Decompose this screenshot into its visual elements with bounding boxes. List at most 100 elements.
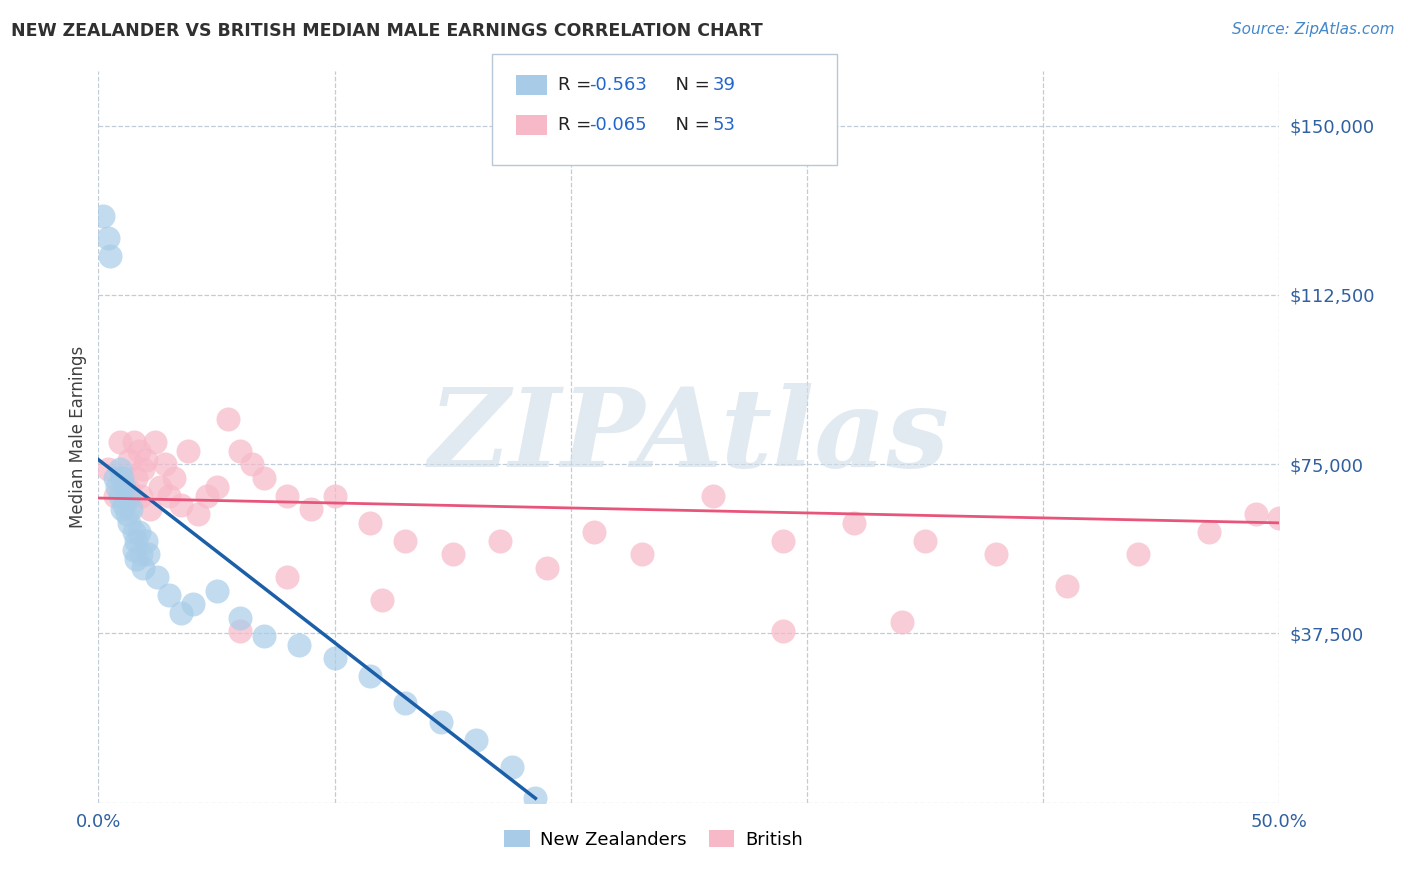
Text: -0.065: -0.065 xyxy=(589,116,647,134)
Point xyxy=(108,434,131,449)
Point xyxy=(91,209,114,223)
Point xyxy=(97,461,120,475)
Point xyxy=(501,760,523,774)
Point xyxy=(157,489,180,503)
Text: N =: N = xyxy=(664,76,716,94)
Point xyxy=(229,610,252,624)
Point xyxy=(276,489,298,503)
Point xyxy=(890,615,912,630)
Point xyxy=(465,732,488,747)
Point xyxy=(132,561,155,575)
Point xyxy=(1126,548,1149,562)
Point xyxy=(118,489,141,503)
Point xyxy=(359,669,381,683)
Point xyxy=(195,489,218,503)
Text: R =: R = xyxy=(558,76,598,94)
Point xyxy=(323,489,346,503)
Point xyxy=(122,524,145,539)
Point xyxy=(772,624,794,639)
Point xyxy=(359,516,381,530)
Text: NEW ZEALANDER VS BRITISH MEDIAN MALE EARNINGS CORRELATION CHART: NEW ZEALANDER VS BRITISH MEDIAN MALE EAR… xyxy=(11,22,763,40)
Point xyxy=(122,543,145,558)
Point xyxy=(111,471,134,485)
Point xyxy=(135,533,157,548)
Point xyxy=(229,443,252,458)
Point xyxy=(143,434,166,449)
Point xyxy=(121,489,143,503)
Text: R =: R = xyxy=(558,116,598,134)
Point xyxy=(104,471,127,485)
Point xyxy=(844,516,866,530)
Point xyxy=(299,502,322,516)
Point xyxy=(125,552,148,566)
Point xyxy=(181,597,204,611)
Text: 39: 39 xyxy=(713,76,735,94)
Point xyxy=(118,516,141,530)
Point xyxy=(1244,507,1267,521)
Point xyxy=(97,231,120,245)
Point xyxy=(489,533,512,548)
Point xyxy=(394,533,416,548)
Point xyxy=(1198,524,1220,539)
Text: Source: ZipAtlas.com: Source: ZipAtlas.com xyxy=(1232,22,1395,37)
Point xyxy=(253,629,276,643)
Point xyxy=(122,434,145,449)
Point xyxy=(984,548,1007,562)
Point xyxy=(240,457,263,471)
Point xyxy=(583,524,606,539)
Point xyxy=(115,480,138,494)
Y-axis label: Median Male Earnings: Median Male Earnings xyxy=(69,346,87,528)
Point xyxy=(914,533,936,548)
Point xyxy=(129,489,152,503)
Point xyxy=(112,498,135,512)
Point xyxy=(108,461,131,475)
Point xyxy=(1056,579,1078,593)
Point xyxy=(128,524,150,539)
Text: ZIPAtlas: ZIPAtlas xyxy=(429,384,949,491)
Point xyxy=(125,471,148,485)
Point xyxy=(139,502,162,516)
Point xyxy=(105,480,128,494)
Point xyxy=(394,697,416,711)
Point xyxy=(253,471,276,485)
Point xyxy=(118,452,141,467)
Point xyxy=(1268,511,1291,525)
Point xyxy=(702,489,724,503)
Point xyxy=(187,507,209,521)
Point xyxy=(135,452,157,467)
Point xyxy=(177,443,200,458)
Point xyxy=(276,570,298,584)
Point xyxy=(170,606,193,620)
Point xyxy=(205,480,228,494)
Point xyxy=(108,489,131,503)
Text: N =: N = xyxy=(664,116,716,134)
Point xyxy=(430,714,453,729)
Point xyxy=(136,548,159,562)
Point xyxy=(205,583,228,598)
Point xyxy=(217,412,239,426)
Point xyxy=(229,624,252,639)
Point xyxy=(323,651,346,665)
Point xyxy=(170,498,193,512)
Point xyxy=(772,533,794,548)
Point xyxy=(524,791,547,805)
Point xyxy=(153,457,176,471)
Point xyxy=(111,502,134,516)
Point xyxy=(104,489,127,503)
Point xyxy=(115,507,138,521)
Point xyxy=(163,471,186,485)
Text: -0.563: -0.563 xyxy=(589,76,647,94)
Legend: New Zealanders, British: New Zealanders, British xyxy=(498,822,810,856)
Text: 53: 53 xyxy=(713,116,735,134)
Point xyxy=(112,480,135,494)
Point xyxy=(288,638,311,652)
Point xyxy=(146,570,169,584)
Point xyxy=(132,461,155,475)
Point xyxy=(111,471,134,485)
Point xyxy=(129,548,152,562)
Point xyxy=(125,533,148,548)
Point xyxy=(536,561,558,575)
Point xyxy=(371,592,394,607)
Point xyxy=(128,443,150,458)
Point xyxy=(630,548,652,562)
